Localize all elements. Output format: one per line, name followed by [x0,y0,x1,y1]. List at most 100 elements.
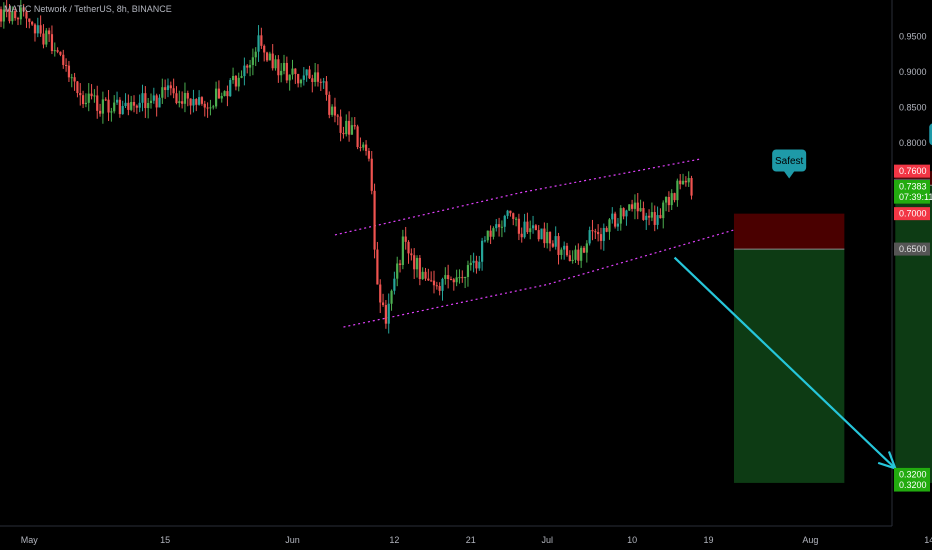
price-tag: 0.7600 [894,164,930,178]
candle-body [591,230,594,232]
candle-body [571,259,574,262]
candle-body [229,80,232,97]
candle-body [19,7,22,20]
candle-body [237,77,240,87]
candle-body [322,81,325,83]
price-tag-bg [894,207,930,221]
candle-body [56,50,59,52]
candle-body [427,278,430,281]
candle-body [33,24,37,34]
candle-body [588,230,591,244]
candle-body [308,69,311,79]
candle-body [517,218,520,234]
candle-body [257,35,260,52]
candle-body [418,257,421,279]
candle-body [209,107,212,109]
candle-body [198,97,201,105]
candle-body [514,218,518,220]
candle-body [39,25,42,34]
candle-body [430,280,433,282]
candle-body [526,221,529,233]
callout-safest: Safest [772,149,807,179]
price-tag-label: 0.3200 [899,469,927,479]
candle-body [379,284,382,303]
candle-body [449,279,453,281]
candle-body [534,225,537,231]
candle-body [135,105,138,108]
candle-body [149,100,153,104]
candle-body [636,202,639,212]
candle-body [155,95,158,108]
candle-body [684,180,687,183]
candle-body [367,150,371,159]
candle-body [679,180,682,185]
candle-body [415,257,419,270]
candle-body [98,110,102,114]
candle-body [512,213,515,219]
y-tick-label: 0.8500 [899,102,927,112]
stop-loss-zone [733,213,845,250]
candle-body [676,180,679,201]
candle-body [101,99,104,114]
candle-body [268,53,271,61]
candle-body [659,215,662,219]
x-tick-label: May [21,535,39,545]
candle-body [172,88,175,94]
candle-body [22,7,25,12]
candle-body [483,240,487,242]
candle-body [625,210,628,217]
candle-body [45,30,48,45]
price-tag-bg [894,190,930,204]
candle-body [381,302,385,306]
candle-body [25,11,28,19]
price-tag: 0.3200 [894,467,930,481]
candle-body [226,91,229,97]
candle-body [356,126,359,148]
candle-body [364,144,368,151]
candle-body [469,262,472,266]
candle-body [605,228,608,232]
candle-body [580,247,583,261]
x-tick-label: Jul [541,535,553,545]
candle-body [294,68,297,74]
price-tag: 0.7000 [894,207,930,221]
candle-body [639,208,642,212]
candle-body [373,190,376,250]
candle-body [62,54,65,65]
candle-body [497,224,501,228]
candle-body [472,260,475,263]
candle-body [147,103,150,109]
candle-body [384,305,387,324]
candle-body [81,95,85,105]
candle-body [291,68,294,75]
candle-body [87,93,90,103]
candle-body [342,132,345,135]
take-profit-zone [895,185,932,483]
candle-body [673,193,676,201]
candle-body [664,196,668,203]
candle-body [650,212,654,218]
candle-body [506,210,509,216]
candle-body [653,212,656,225]
candle-body [104,99,107,101]
price-tag: 07:39:11 [894,190,932,204]
candle-body [161,87,164,98]
candle-body [217,88,221,99]
candle-body [96,95,99,111]
candle-body [288,74,291,81]
candle-body [263,45,266,53]
y-tick-label: 0.8000 [899,138,927,148]
candle-body [305,69,308,76]
candle-body [53,50,56,52]
candle-body [285,62,288,81]
candle-body [195,99,198,105]
candle-body [529,228,532,233]
candle-body [11,11,14,22]
candle-body [500,226,504,228]
candle-body [48,30,51,35]
candle-body [8,10,11,22]
price-tag-bg [894,164,930,178]
candle-body [223,91,226,96]
candle-body [461,277,464,279]
